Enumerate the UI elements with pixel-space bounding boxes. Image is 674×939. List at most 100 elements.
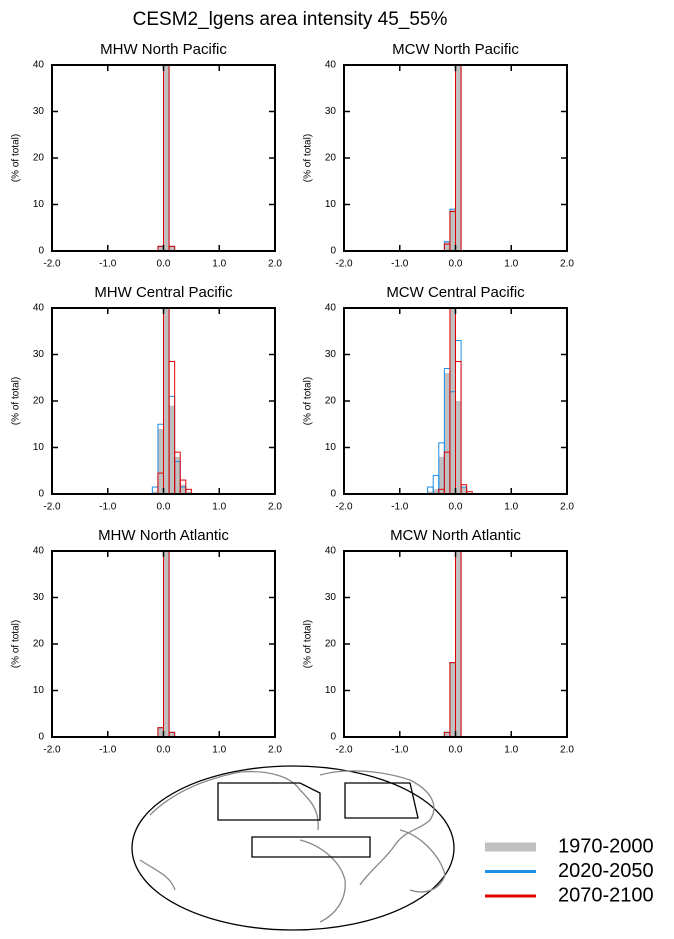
- y-tick-label: 30: [325, 106, 337, 117]
- histogram-bar: [180, 484, 186, 494]
- histogram-bar: [163, 65, 170, 251]
- plot-frame: [51, 550, 276, 738]
- histogram-bar: [185, 491, 192, 494]
- x-tick-label: 0.0: [449, 745, 463, 756]
- histogram-bar: [169, 732, 175, 737]
- x-tick-label: -1.0: [391, 745, 409, 756]
- panel: MCW North Atlantic (% of total) 0 10 20 30 40 -…: [303, 527, 575, 756]
- y-tick-label: 20: [33, 153, 45, 164]
- x-tick-label: -1.0: [391, 502, 409, 513]
- histogram-bar: [449, 209, 456, 251]
- y-axis-label: (% of total): [303, 377, 314, 425]
- y-tick-label: 0: [330, 246, 336, 257]
- y-tick-label: 30: [325, 592, 337, 603]
- y-tick-label: 40: [33, 546, 45, 557]
- y-tick-label: 10: [33, 442, 45, 453]
- x-tick-label: 0.0: [449, 502, 463, 513]
- coastline: [319, 770, 435, 886]
- x-tick-label: -1.0: [99, 502, 117, 513]
- x-tick-label: 0.0: [157, 745, 171, 756]
- histogram-bar: [157, 246, 164, 251]
- x-tick-label: -1.0: [391, 259, 409, 270]
- panel-title: MHW North Atlantic: [98, 527, 229, 544]
- y-tick-label: 30: [325, 349, 337, 360]
- histogram-bar: [449, 308, 456, 494]
- x-tick-label: 1.0: [504, 745, 518, 756]
- histogram-bar: [168, 245, 176, 251]
- x-tick-label: 1.0: [212, 502, 226, 513]
- histogram-bar: [152, 491, 158, 494]
- x-tick-label: 2.0: [268, 745, 282, 756]
- coastline: [139, 859, 176, 891]
- x-tick-label: 1.0: [212, 745, 226, 756]
- histogram-bar: [444, 241, 450, 251]
- bars: [157, 65, 176, 251]
- histogram-bar: [444, 373, 450, 494]
- y-tick-label: 0: [38, 732, 44, 743]
- bars: [443, 65, 462, 251]
- x-tick-label: 0.0: [449, 259, 463, 270]
- x-tick-label: 1.0: [212, 259, 226, 270]
- y-tick-label: 20: [325, 396, 337, 407]
- y-tick-label: 10: [325, 685, 337, 696]
- coastline: [299, 839, 346, 923]
- histogram-bar: [433, 489, 439, 494]
- y-tick-label: 20: [33, 639, 45, 650]
- x-tick-label: 0.0: [157, 259, 171, 270]
- panel: MCW North Pacific (% of total) 0 10 20 30 40 -2…: [303, 41, 575, 270]
- panel-title: MCW North Atlantic: [390, 527, 521, 544]
- map-outline: [131, 765, 455, 931]
- plot-frame: [51, 307, 276, 495]
- y-tick-label: 40: [33, 303, 45, 314]
- legend-label: 1970-2000: [558, 835, 654, 857]
- y-axis-label: (% of total): [11, 377, 22, 425]
- panel-title: MHW North Pacific: [100, 41, 227, 58]
- bars: [157, 551, 176, 737]
- histogram-bar: [461, 487, 467, 494]
- x-tick-label: -2.0: [43, 502, 61, 513]
- histogram-bar: [455, 551, 462, 737]
- histogram-bar: [157, 428, 164, 494]
- y-tick-label: 10: [33, 685, 45, 696]
- y-tick-label: 30: [33, 106, 45, 117]
- y-tick-label: 40: [33, 60, 45, 71]
- x-tick-label: -2.0: [43, 259, 61, 270]
- histogram-bar: [455, 65, 462, 251]
- y-axis-label: (% of total): [303, 620, 314, 668]
- region-box: [251, 836, 371, 858]
- x-tick-label: -2.0: [335, 502, 353, 513]
- x-tick-label: 2.0: [560, 745, 574, 756]
- map: [131, 765, 455, 931]
- histogram-bar: [444, 732, 450, 737]
- region-box: [344, 782, 419, 819]
- figure-title: CESM2_lgens area intensity 45_55%: [133, 9, 448, 30]
- histogram-bar: [169, 405, 175, 494]
- y-tick-label: 0: [330, 489, 336, 500]
- panel-title: MCW North Pacific: [392, 41, 519, 58]
- y-tick-label: 0: [38, 246, 44, 257]
- histogram-bar: [455, 401, 462, 494]
- legend-label: 2070-2100: [558, 884, 654, 906]
- y-tick-label: 40: [325, 60, 337, 71]
- y-tick-label: 40: [325, 546, 337, 557]
- histogram-bar: [427, 491, 434, 494]
- plot-frame: [51, 64, 276, 252]
- x-tick-label: -1.0: [99, 745, 117, 756]
- x-tick-label: -2.0: [43, 745, 61, 756]
- x-tick-label: 2.0: [560, 502, 574, 513]
- plot-frame: [343, 307, 568, 495]
- coastline: [399, 829, 446, 893]
- histogram-bar: [163, 308, 170, 494]
- plot-frame: [343, 550, 568, 738]
- histogram-bar: [438, 456, 445, 494]
- panel: MHW Central Pacific (% of total) 0 10 20 30 40…: [11, 284, 283, 513]
- histogram-bar: [157, 727, 164, 737]
- y-tick-label: 20: [325, 153, 337, 164]
- x-tick-label: -1.0: [99, 259, 117, 270]
- x-tick-label: -2.0: [335, 745, 353, 756]
- plot-frame: [343, 64, 568, 252]
- y-tick-label: 0: [330, 732, 336, 743]
- histogram-bar: [449, 662, 456, 737]
- y-axis-label: (% of total): [11, 620, 22, 668]
- histogram-bar: [185, 488, 192, 494]
